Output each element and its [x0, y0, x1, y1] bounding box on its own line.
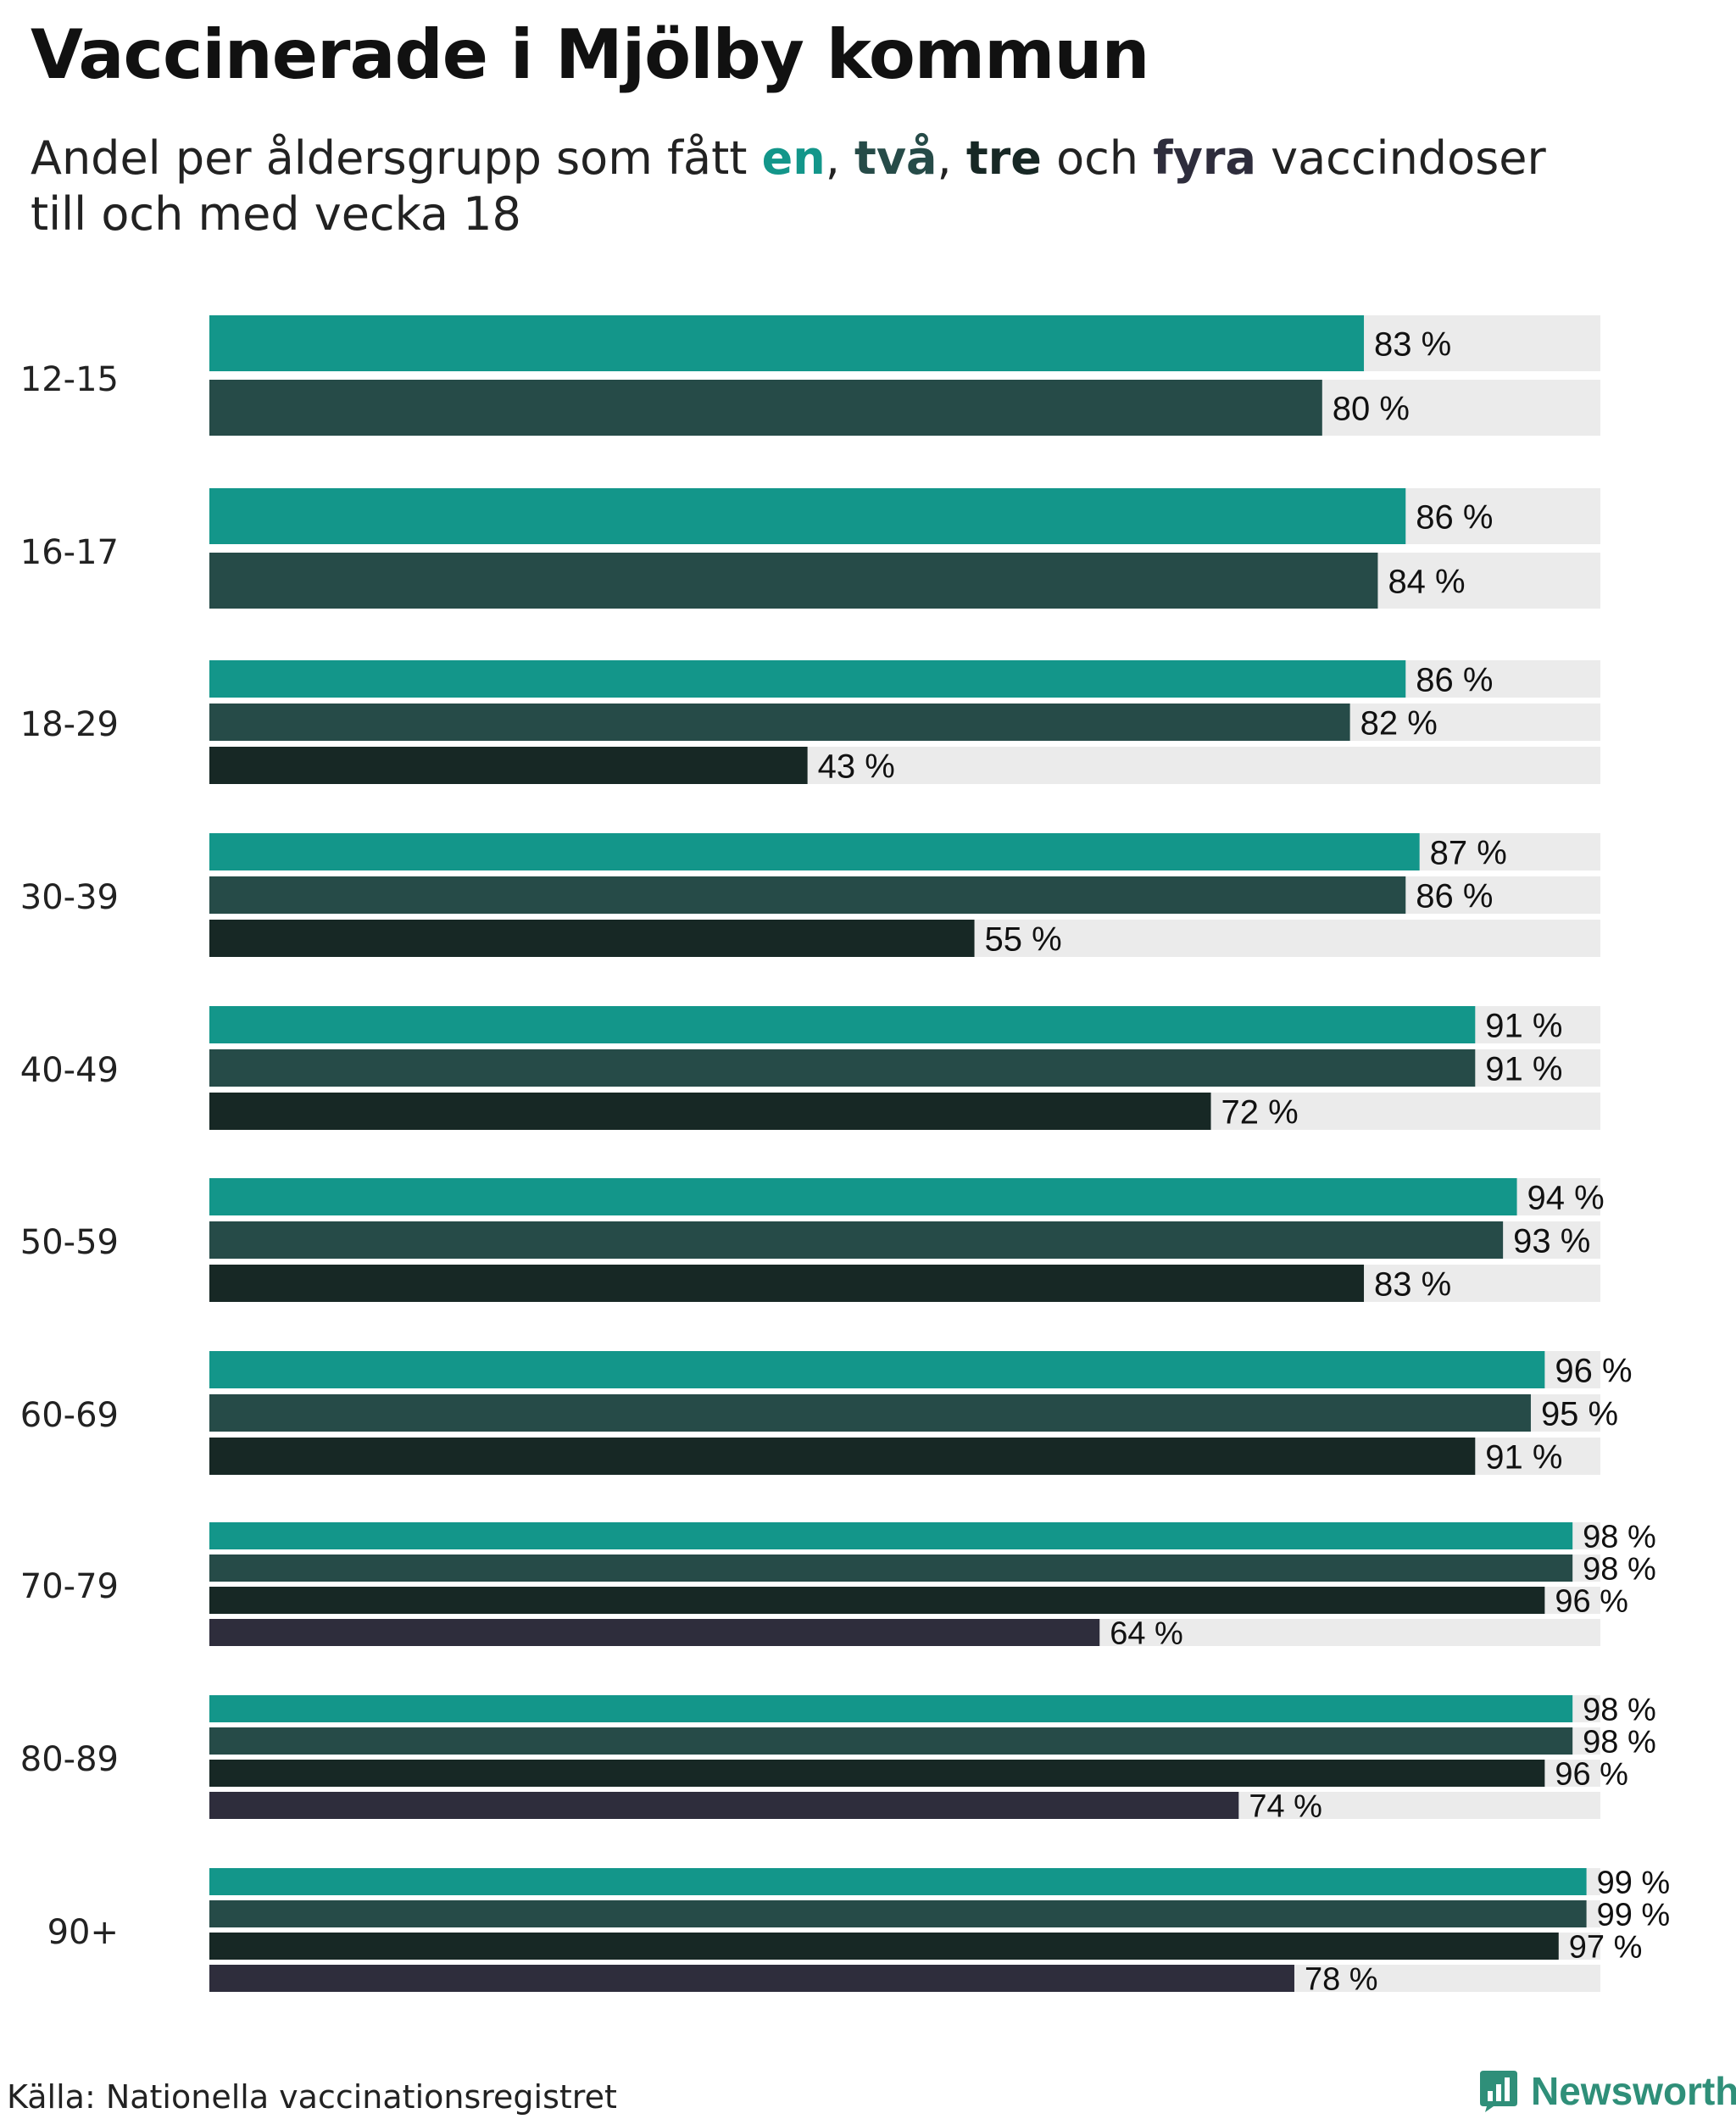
bar-value-label: 86 %	[1416, 877, 1493, 915]
bar-fyra-dose	[209, 1965, 1294, 1992]
legend-en: en	[761, 131, 826, 185]
bar-tre-dose	[209, 1933, 1559, 1960]
legend-tva: två	[854, 131, 938, 185]
subtitle-prefix: Andel per åldersgrupp som fått	[31, 131, 762, 185]
bar-value-label: 72 %	[1221, 1093, 1299, 1131]
bar-value-label: 99 %	[1597, 1898, 1671, 1933]
age-group-label: 70-79	[20, 1567, 119, 1606]
bar-en-dose	[209, 1522, 1573, 1549]
bar-tre-dose	[209, 1587, 1545, 1614]
bar-value-label: 97 %	[1569, 1930, 1643, 1966]
bar-value-label: 74 %	[1249, 1789, 1322, 1825]
bar-en-dose	[209, 1868, 1587, 1895]
bar-tva-dose	[209, 1727, 1573, 1755]
subtitle-sep: ,	[825, 131, 855, 185]
newsworthy-logo-icon	[1480, 2071, 1517, 2112]
bar-en-dose	[209, 833, 1420, 870]
bar-tva-dose	[209, 380, 1322, 436]
bar-value-label: 83 %	[1374, 1265, 1451, 1303]
bar-value-label: 64 %	[1110, 1616, 1183, 1652]
bar-tre-dose	[209, 747, 808, 784]
bar-tva-dose	[209, 1221, 1504, 1259]
bar-value-label: 98 %	[1583, 1725, 1656, 1760]
bar-value-label: 91 %	[1485, 1050, 1562, 1087]
subtitle-line2: till och med vecka 18	[31, 187, 521, 241]
bar-tva-dose	[209, 1049, 1476, 1087]
bar-tre-dose	[209, 1760, 1545, 1787]
bar-value-label: 86 %	[1416, 661, 1493, 698]
bar-value-label: 80 %	[1333, 390, 1410, 427]
bar-en-dose	[209, 1178, 1517, 1215]
bar-value-label: 84 %	[1388, 563, 1465, 600]
bar-fyra-dose	[209, 1792, 1239, 1819]
bar-tva-dose	[209, 1554, 1573, 1582]
newsworthy-logo: Newsworthy	[1477, 2068, 1736, 2114]
bar-value-label: 83 %	[1374, 325, 1451, 363]
bar-value-label: 82 %	[1360, 704, 1438, 742]
age-group-label: 16-17	[20, 533, 119, 572]
bar-value-label: 98 %	[1583, 1520, 1656, 1555]
age-group-label: 60-69	[20, 1396, 119, 1435]
bar-value-label: 78 %	[1305, 1962, 1378, 1998]
bar-value-label: 91 %	[1485, 1007, 1562, 1044]
chart-subtitle: Andel per åldersgrupp som fått en, två, …	[31, 131, 1641, 242]
bar-chart: 12-15 83 % 80 % 16-17 86 % 84 % 18-29 86 % 82 % 4…	[20, 315, 1671, 1998]
age-group-label: 90+	[47, 1913, 119, 1952]
bar-value-label: 86 %	[1416, 498, 1493, 536]
bar-en-dose	[209, 1006, 1476, 1043]
bar-fyra-dose	[209, 1619, 1100, 1646]
age-group-label: 18-29	[20, 705, 119, 744]
bar-value-label: 43 %	[818, 748, 895, 785]
bar-tva-dose	[209, 876, 1406, 914]
age-group-label: 30-39	[20, 878, 119, 917]
bar-tre-dose	[209, 1093, 1211, 1130]
bar-tre-dose	[209, 920, 975, 957]
bar-value-label: 98 %	[1583, 1693, 1656, 1728]
source-note: Källa: Nationella vaccinationsregistret	[7, 2078, 617, 2116]
bar-value-label: 55 %	[985, 920, 1062, 958]
subtitle-sep: ,	[937, 131, 966, 185]
bar-tre-dose	[209, 1265, 1365, 1302]
age-group-label: 40-49	[20, 1051, 119, 1090]
bar-value-label: 96 %	[1555, 1757, 1628, 1793]
bar-value-label: 87 %	[1430, 834, 1507, 871]
age-group-label: 80-89	[20, 1740, 119, 1779]
bar-tva-dose	[209, 704, 1350, 741]
bar-en-dose	[209, 315, 1365, 371]
bar-value-label: 94 %	[1527, 1179, 1605, 1216]
bar-value-label: 95 %	[1541, 1395, 1618, 1432]
subtitle-mid: och	[1041, 131, 1154, 185]
chart-title: Vaccinerade i Mjölby kommun	[31, 15, 1149, 94]
legend-fyra: fyra	[1153, 131, 1256, 185]
bar-en-dose	[209, 1351, 1545, 1388]
brand-name: Newsworthy	[1531, 2069, 1736, 2113]
bar-en-dose	[209, 660, 1406, 698]
bar-value-label: 96 %	[1555, 1352, 1632, 1389]
bar-value-label: 98 %	[1583, 1552, 1656, 1588]
bar-value-label: 96 %	[1555, 1584, 1628, 1620]
bar-value-label: 93 %	[1513, 1222, 1590, 1260]
bar-tre-dose	[209, 1438, 1476, 1475]
bar-tva-dose	[209, 1394, 1531, 1432]
bar-en-dose	[209, 1695, 1573, 1722]
legend-tre: tre	[965, 131, 1042, 185]
bar-tva-dose	[209, 1900, 1587, 1927]
age-group-label: 50-59	[20, 1223, 119, 1262]
bar-value-label: 99 %	[1597, 1866, 1671, 1901]
bar-tva-dose	[209, 553, 1378, 609]
bar-value-label: 91 %	[1485, 1438, 1562, 1476]
subtitle-suffix: vaccindoser	[1255, 131, 1546, 185]
bar-en-dose	[209, 488, 1406, 544]
age-group-label: 12-15	[20, 360, 119, 399]
